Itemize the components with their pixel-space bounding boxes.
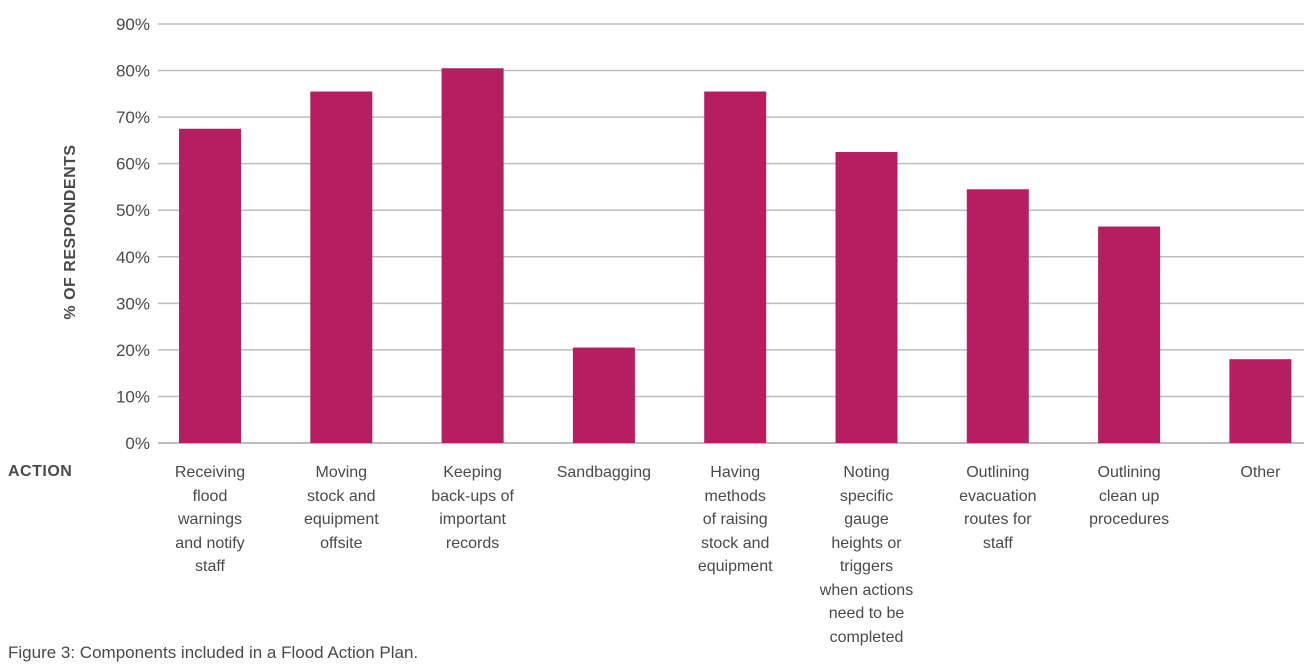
y-tick-label: 60%: [116, 155, 150, 174]
y-tick-label: 90%: [116, 15, 150, 34]
x-category-label: Outlining clean up procedures: [1089, 464, 1170, 528]
bar: [441, 68, 504, 443]
x-category-label: Other: [1240, 464, 1281, 481]
bar: [835, 152, 898, 443]
bar: [966, 189, 1029, 443]
x-category-label: Keeping back-ups of important records: [431, 464, 514, 552]
y-tick-label: 80%: [116, 62, 150, 81]
bar: [572, 347, 635, 443]
y-axis-label: % OF RESPONDENTS: [62, 144, 79, 319]
x-category-label: Receiving flood warnings and notify staf…: [174, 464, 246, 575]
y-tick-label: 10%: [116, 387, 150, 406]
y-tick-label: 0%: [125, 434, 150, 453]
bar: [179, 128, 241, 443]
figure-caption: Figure 3: Components included in a Flood…: [8, 643, 419, 662]
y-tick-label: 40%: [116, 248, 150, 267]
bar: [1229, 359, 1292, 443]
x-category-label: Having methods of raising stock and equi…: [697, 464, 773, 575]
x-category-label: Sandbagging: [556, 464, 652, 481]
y-tick-label: 30%: [116, 294, 150, 313]
bar: [1098, 226, 1161, 443]
bar: [310, 91, 373, 443]
y-axis-ticks: 0% 10% 20% 30% 40% 50% 60% 70% 80% 90%: [116, 15, 150, 453]
x-axis-label: ACTION: [8, 463, 73, 480]
bar: [704, 91, 767, 443]
x-category-label: Outlining evacuation routes for staff: [959, 464, 1037, 552]
x-category-label: Noting specific gauge heights or trigger…: [819, 464, 914, 646]
x-category-label: Moving stock and equipment offsite: [303, 464, 379, 552]
y-tick-label: 50%: [116, 201, 150, 220]
y-tick-label: 20%: [116, 341, 150, 360]
y-tick-label: 70%: [116, 108, 150, 127]
bars: [179, 68, 1292, 443]
